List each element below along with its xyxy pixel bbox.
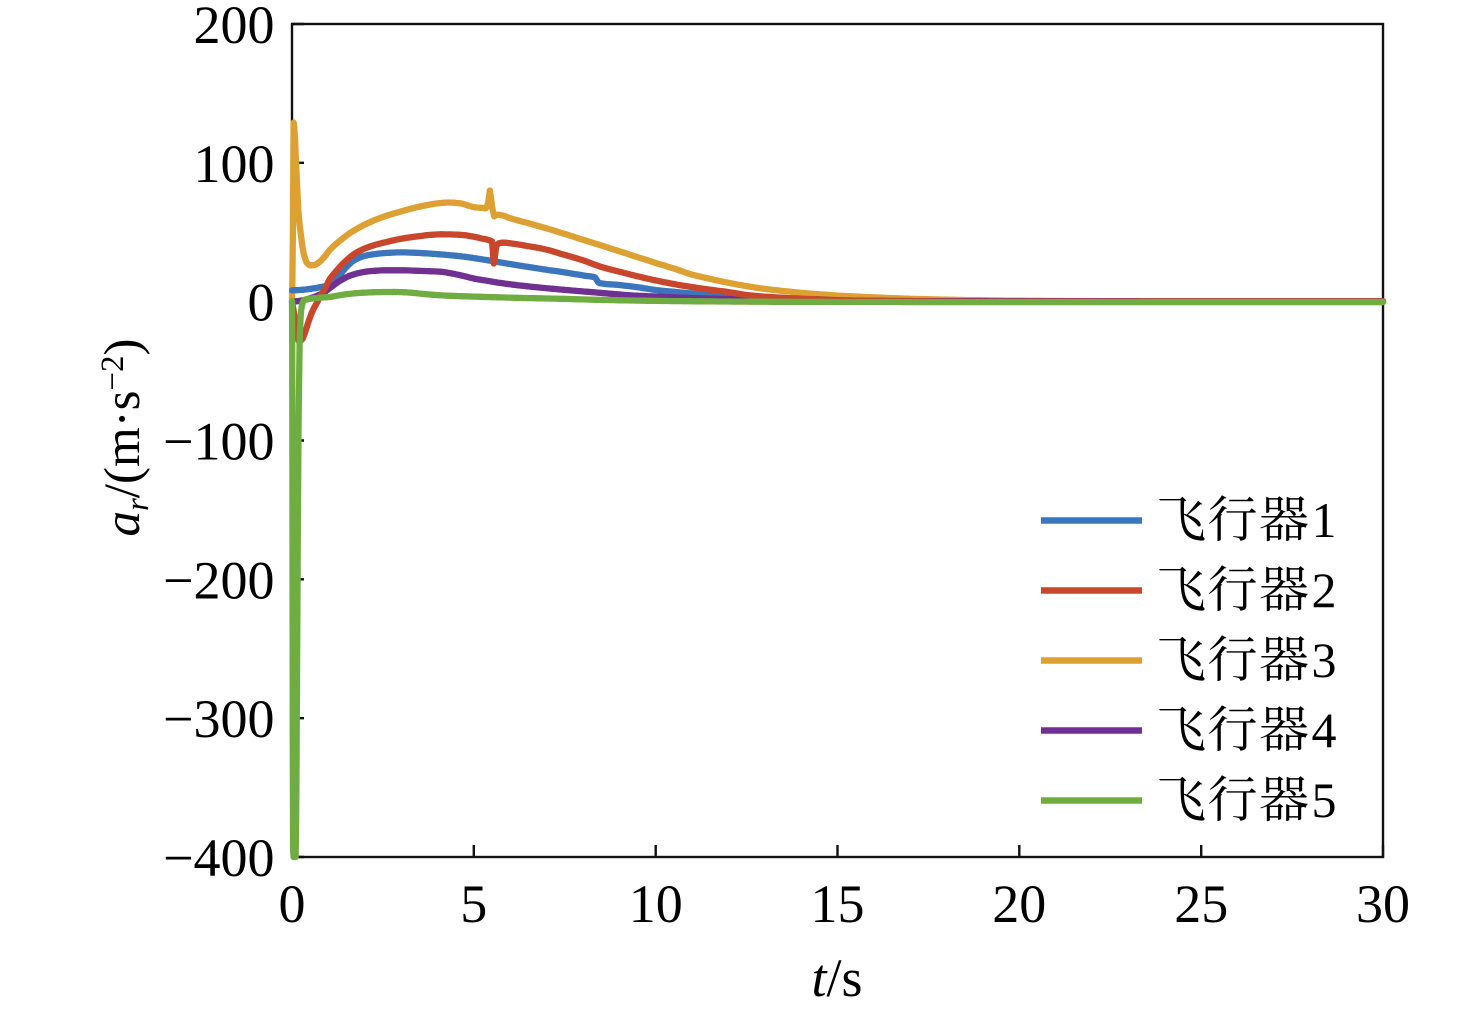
svg-text:1: 1: [1312, 492, 1337, 548]
svg-text:15: 15: [811, 874, 865, 934]
svg-text:5: 5: [1312, 772, 1337, 828]
svg-text:25: 25: [1174, 874, 1228, 934]
svg-text:−200: −200: [163, 550, 274, 610]
svg-text:4: 4: [1312, 702, 1337, 758]
svg-text:20: 20: [992, 874, 1046, 934]
svg-text:2: 2: [1312, 562, 1337, 618]
svg-text:200: 200: [194, 0, 275, 55]
svg-text:ar/(m·s−2): ar/(m·s−2): [95, 338, 156, 536]
svg-text:5: 5: [460, 874, 487, 934]
svg-text:0: 0: [248, 273, 275, 333]
svg-text:−100: −100: [163, 412, 274, 472]
svg-text:t/s: t/s: [811, 948, 862, 1008]
svg-text:0: 0: [279, 874, 306, 934]
svg-text:−400: −400: [163, 828, 274, 888]
svg-text:100: 100: [194, 134, 275, 194]
svg-text:3: 3: [1312, 632, 1337, 688]
svg-text:30: 30: [1356, 874, 1410, 934]
svg-text:10: 10: [629, 874, 683, 934]
svg-text:−300: −300: [163, 689, 274, 749]
